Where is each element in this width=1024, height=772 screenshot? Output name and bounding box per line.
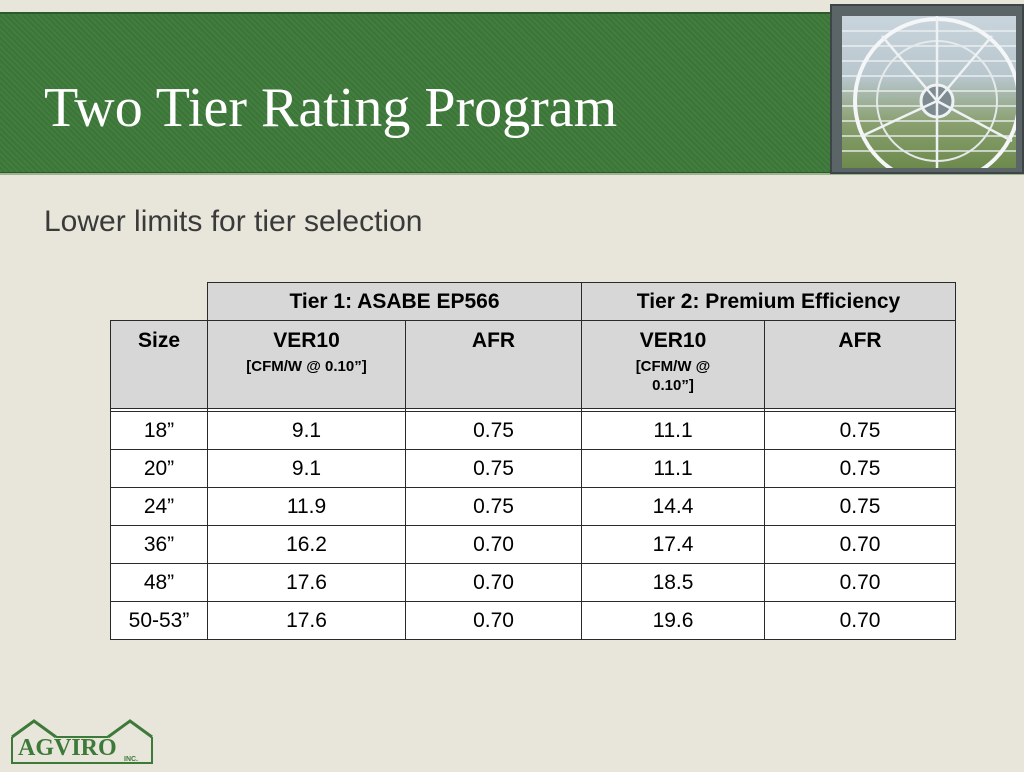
table-row: 24” 11.9 0.75 14.4 0.75 [110,487,956,526]
tier1-ver10-cell: 16.2 [207,525,406,564]
tier1-afr-cell: 0.75 [405,487,582,526]
tier1-afr-cell: 0.75 [405,411,582,450]
svg-text:AGVIRO: AGVIRO [18,735,117,761]
table-row: 20” 9.1 0.75 11.1 0.75 [110,449,956,488]
column-label: Size [137,329,181,352]
column-label: VER10 [639,329,707,352]
size-cell: 48” [110,563,208,602]
agviro-logo: AGVIRO INC. [8,715,158,767]
size-cell: 24” [110,487,208,526]
column-label: AFR [471,329,516,352]
tier2-afr-cell: 0.70 [764,563,956,602]
tier1-ver10-cell: 17.6 [207,601,406,640]
tier2-afr-cell: 0.75 [764,449,956,488]
svg-text:INC.: INC. [124,756,138,763]
table-row: 50-53” 17.6 0.70 19.6 0.70 [110,601,956,640]
table-row: 48” 17.6 0.70 18.5 0.70 [110,563,956,602]
tier1-afr-cell: 0.70 [405,601,582,640]
column-unit: [CFM/W @ 0.10”] [246,358,367,375]
tier2-afr-cell: 0.75 [764,411,956,450]
tier2-afr-header: AFR [764,320,956,409]
tier1-ver10-cell: 9.1 [207,449,406,488]
tier2-ver10-cell: 11.1 [581,411,765,450]
tier1-afr-header: AFR [405,320,582,409]
tier2-header: Tier 2: Premium Efficiency [581,282,956,321]
table-row: 36” 16.2 0.70 17.4 0.70 [110,525,956,564]
tier2-ver10-cell: 11.1 [581,449,765,488]
tier1-afr-cell: 0.75 [405,449,582,488]
tier2-ver10-cell: 14.4 [581,487,765,526]
size-cell: 36” [110,525,208,564]
column-unit: [CFM/W @ 0.10”] [635,358,711,394]
size-cell: 50-53” [110,601,208,640]
slide-title: Two Tier Rating Program [44,77,618,139]
exhaust-fan-photo [830,4,1024,174]
size-cell: 18” [110,411,208,450]
size-cell: 20” [110,449,208,488]
tier2-afr-cell: 0.70 [764,601,956,640]
tier-limits-table: Tier 1: ASABE EP566 Tier 2: Premium Effi… [110,282,956,640]
tier2-ver10-cell: 19.6 [581,601,765,640]
size-column-header: Size [110,320,208,409]
table-corner [111,283,208,321]
tier1-header: Tier 1: ASABE EP566 [207,282,582,321]
tier1-ver10-header: VER10 [CFM/W @ 0.10”] [207,320,406,409]
tier1-ver10-cell: 11.9 [207,487,406,526]
tier2-afr-cell: 0.70 [764,525,956,564]
tier2-ver10-cell: 17.4 [581,525,765,564]
tier2-ver10-header: VER10 [CFM/W @ 0.10”] [581,320,765,409]
tier2-ver10-cell: 18.5 [581,563,765,602]
tier1-afr-cell: 0.70 [405,525,582,564]
table-row: 18” 9.1 0.75 11.1 0.75 [110,411,956,450]
column-label: AFR [838,329,882,352]
column-label: VER10 [273,329,340,352]
tier1-ver10-cell: 17.6 [207,563,406,602]
slide-subtitle: Lower limits for tier selection [44,205,423,238]
tier2-afr-cell: 0.75 [764,487,956,526]
banner-divider [0,173,1024,175]
fan-icon [842,16,1016,168]
tier1-afr-cell: 0.70 [405,563,582,602]
tier1-ver10-cell: 9.1 [207,411,406,450]
